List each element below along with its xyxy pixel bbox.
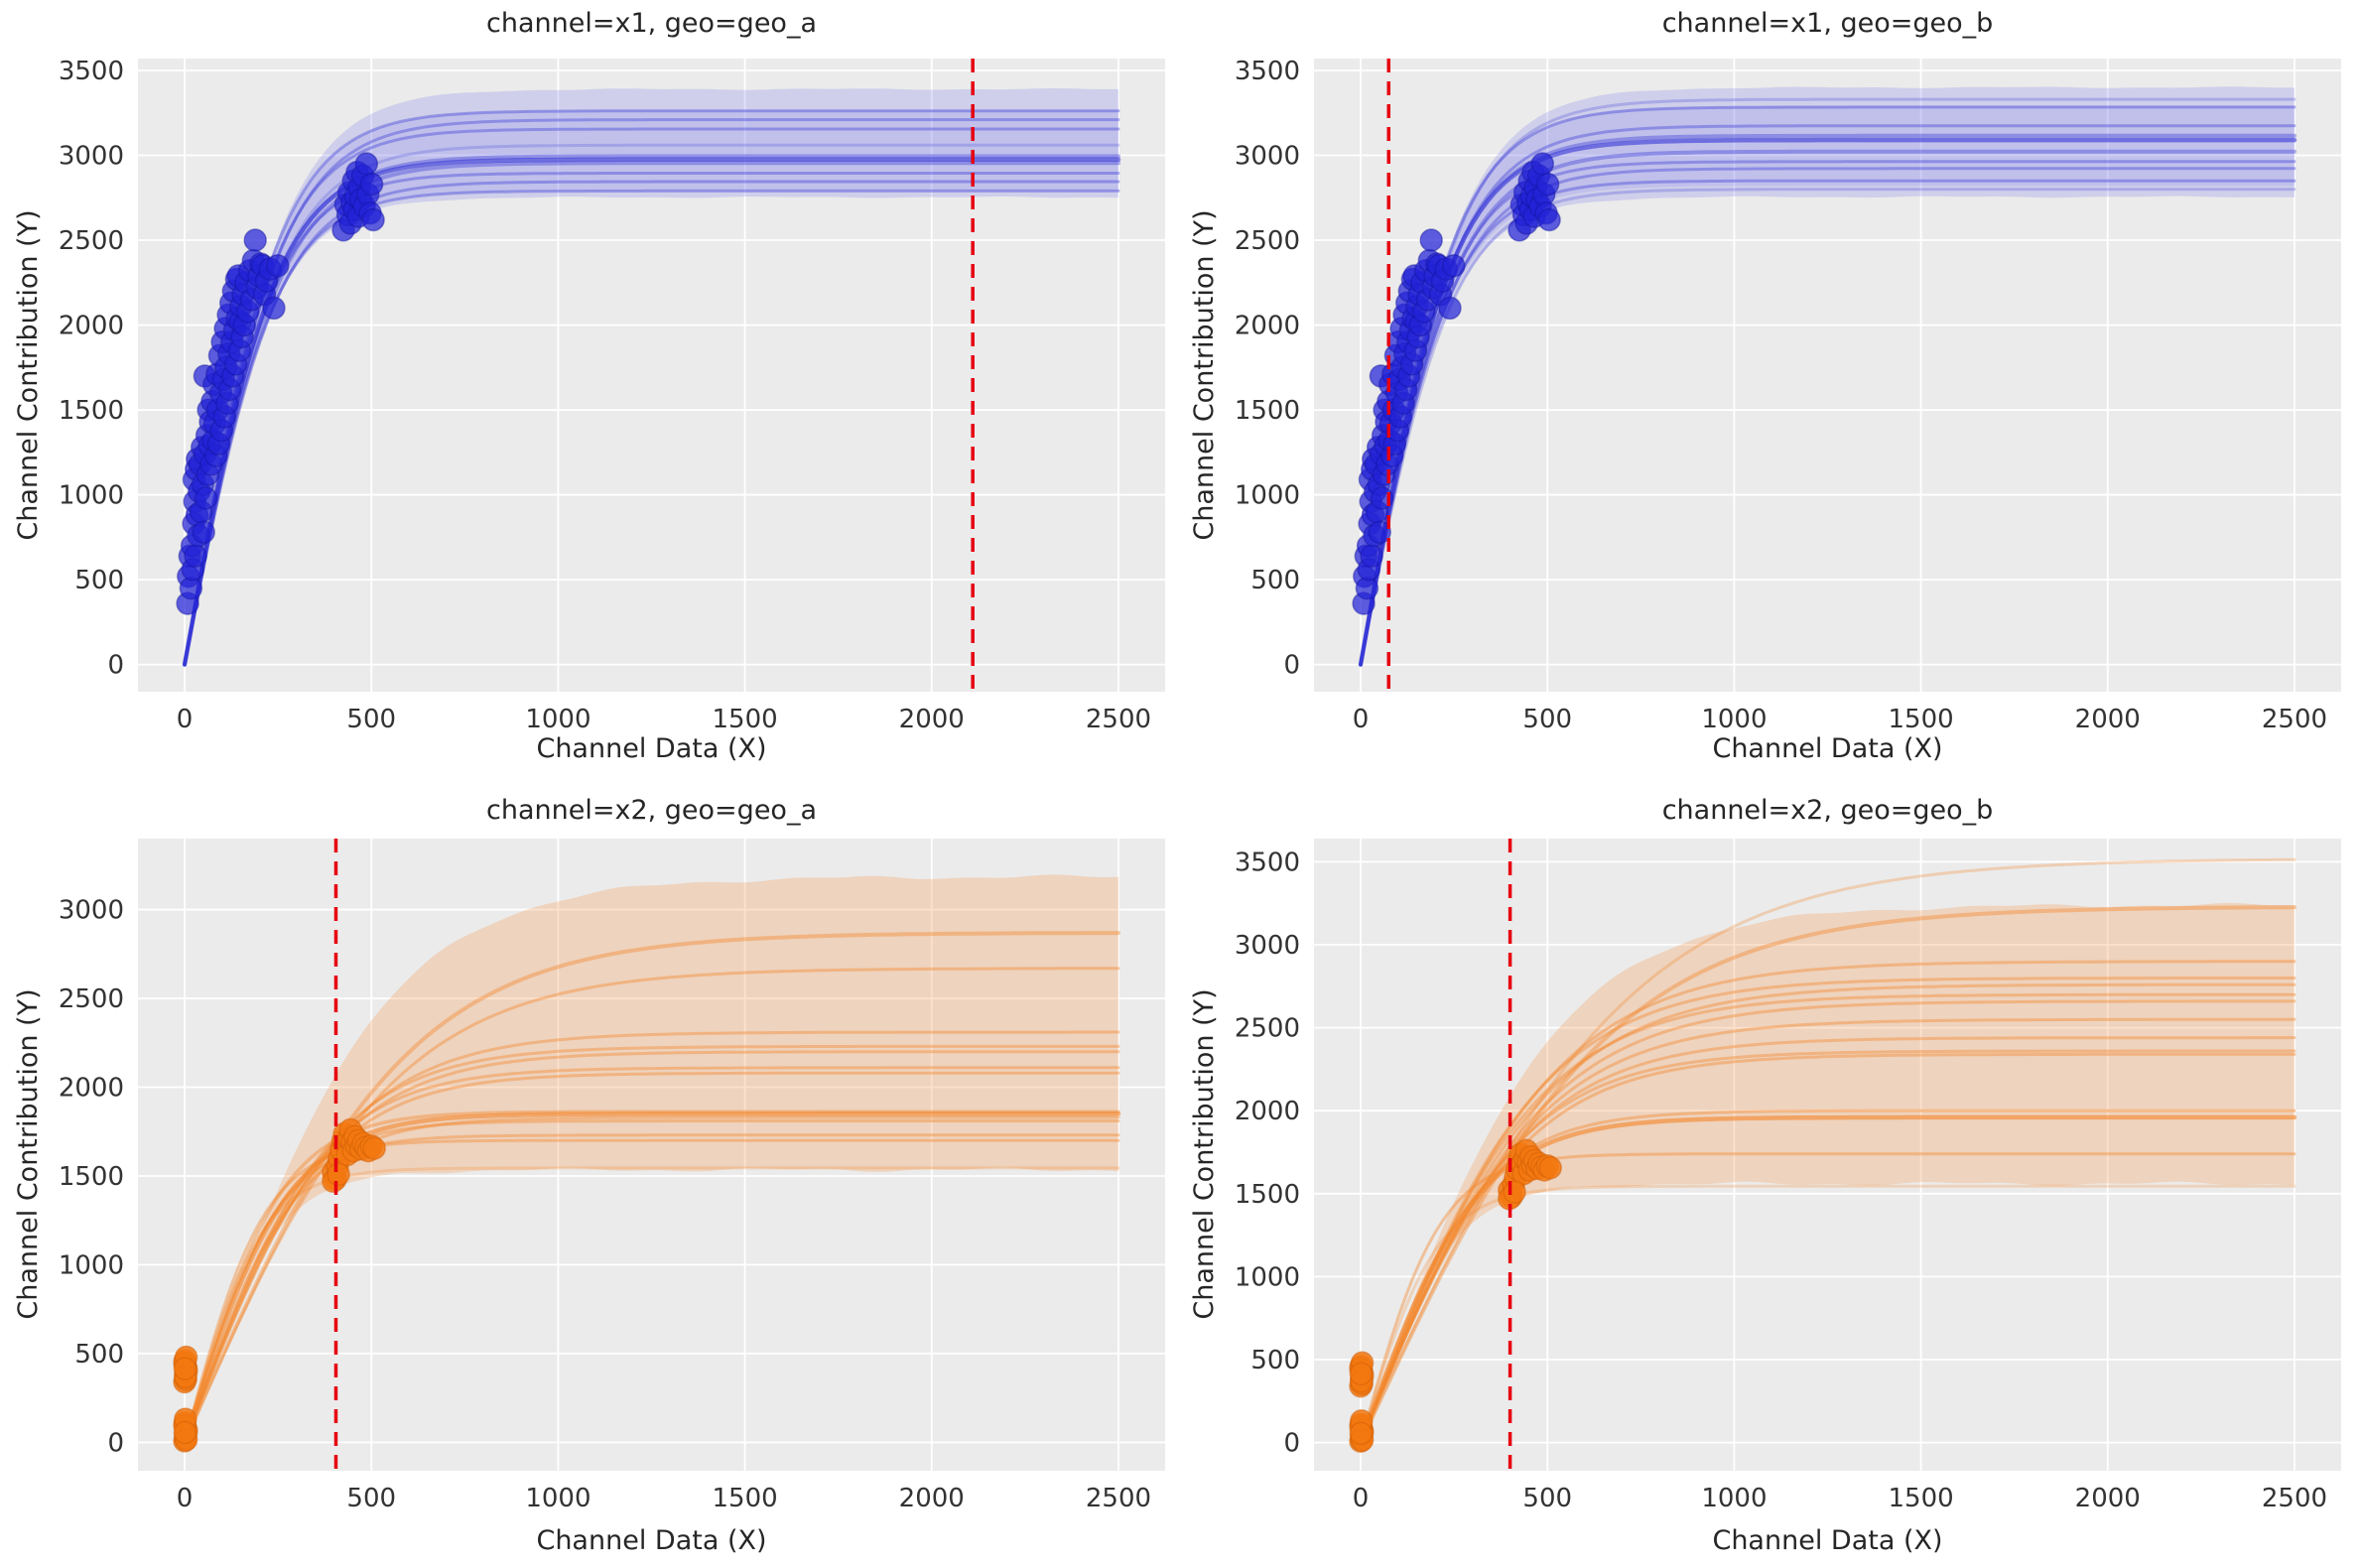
plot-area-x2-geo-b: 0 500 1000 1500 2000 2500 0 500 1000 1500 2000 2500… — [1235, 839, 2341, 1513]
subplot-title-x1-geo-a: channel=x1, geo=geo_a — [486, 8, 817, 39]
y-tick-label: 2000 — [59, 1074, 124, 1104]
x-axis-label-x1-geo-b: Channel Data (X) — [1712, 733, 1943, 764]
x-tick-label: 2500 — [2262, 705, 2327, 734]
x-tick-label: 500 — [1522, 1484, 1572, 1513]
x-tick-label: 1000 — [525, 705, 590, 734]
x-tick-label: 1000 — [1701, 705, 1767, 734]
x-tick-label: 2000 — [2075, 1484, 2141, 1513]
x-tick-label: 2000 — [899, 1484, 965, 1513]
x-tick-label: 2500 — [1086, 1484, 1151, 1513]
x-tick-label: 1000 — [1701, 1484, 1767, 1513]
y-tick-label: 3000 — [1235, 931, 1300, 961]
y-tick-label: 0 — [1283, 651, 1300, 681]
subplot-title-x1-geo-b: channel=x1, geo=geo_b — [1661, 8, 1994, 39]
x-axis-label-x2-geo-b: Channel Data (X) — [1712, 1525, 1943, 1556]
plot-area-x2-geo-a: 0 500 1000 1500 2000 2500 0 500 1000 1500 2000 2500… — [59, 839, 1165, 1513]
y-tick-label: 500 — [74, 566, 124, 595]
x-tick-label: 0 — [177, 705, 194, 734]
y-tick-label: 1500 — [1235, 1180, 1300, 1210]
x-tick-label: 1000 — [525, 1484, 590, 1513]
y-tick-label: 2000 — [59, 312, 124, 341]
y-tick-label: 2000 — [1235, 1097, 1300, 1126]
x-tick-label: 0 — [1353, 705, 1370, 734]
x-tick-label: 500 — [1522, 705, 1572, 734]
y-tick-label: 2500 — [59, 226, 124, 256]
y-tick-label: 2500 — [59, 984, 124, 1014]
plot-area-x1-geo-a: 0 500 1000 1500 2000 2500 0 500 1000 1500 2000 2500… — [59, 57, 1165, 734]
y-tick-label: 0 — [107, 651, 124, 681]
y-tick-label: 1000 — [1235, 1262, 1300, 1292]
y-tick-label: 500 — [1250, 1346, 1300, 1375]
y-tick-label: 2500 — [1235, 1014, 1300, 1044]
y-tick-label: 1500 — [1235, 396, 1300, 426]
y-tick-label: 1000 — [59, 1250, 124, 1280]
x-tick-label: 500 — [346, 705, 396, 734]
x-tick-label: 2500 — [2262, 1484, 2327, 1513]
x-tick-label: 2000 — [899, 705, 965, 734]
x-tick-label: 2000 — [2075, 705, 2141, 734]
x-tick-label: 1500 — [1889, 705, 1954, 734]
y-tick-label: 3000 — [1235, 141, 1300, 171]
y-tick-label: 1500 — [59, 1162, 124, 1192]
y-tick-label: 3500 — [1235, 848, 1300, 877]
y-tick-label: 2000 — [1235, 312, 1300, 341]
x-tick-label: 1500 — [713, 705, 778, 734]
x-axis-label-x2-geo-a: Channel Data (X) — [536, 1525, 767, 1556]
y-tick-label: 1000 — [59, 481, 124, 511]
y-tick-label: 3500 — [59, 57, 124, 86]
y-tick-label: 3000 — [59, 896, 124, 926]
y-tick-label: 2500 — [1235, 226, 1300, 256]
y-tick-label: 3500 — [1235, 57, 1300, 86]
y-tick-label: 1500 — [59, 396, 124, 426]
plot-area-x1-geo-b: 0 500 1000 1500 2000 2500 0 500 1000 1500 2000 2500… — [1235, 57, 2341, 734]
y-tick-label: 500 — [74, 1340, 124, 1370]
y-tick-label: 0 — [1283, 1429, 1300, 1459]
y-tick-label: 0 — [107, 1428, 124, 1458]
x-tick-label: 0 — [1353, 1484, 1370, 1513]
x-tick-label: 2500 — [1086, 705, 1151, 734]
x-tick-label: 500 — [346, 1484, 396, 1513]
y-tick-label: 500 — [1250, 566, 1300, 595]
x-tick-label: 1500 — [1889, 1484, 1954, 1513]
x-tick-label: 0 — [177, 1484, 194, 1513]
y-tick-label: 1000 — [1235, 481, 1300, 511]
x-axis-label-x1-geo-a: Channel Data (X) — [536, 733, 767, 764]
x-tick-label: 1500 — [713, 1484, 778, 1513]
subplot-title-x2-geo-b: channel=x2, geo=geo_b — [1661, 795, 1994, 826]
subplot-title-x2-geo-a: channel=x2, geo=geo_a — [486, 795, 817, 826]
y-tick-label: 3000 — [59, 141, 124, 171]
